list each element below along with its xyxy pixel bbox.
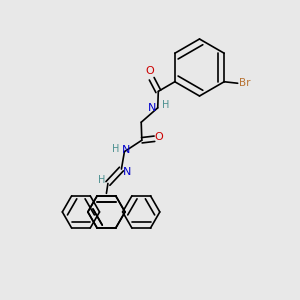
Text: N: N <box>148 103 157 113</box>
Text: O: O <box>154 132 163 142</box>
Text: N: N <box>123 167 131 177</box>
Text: N: N <box>122 145 130 155</box>
Text: H: H <box>112 144 120 154</box>
Text: Br: Br <box>239 78 251 88</box>
Text: H: H <box>98 176 105 185</box>
Text: H: H <box>161 100 169 110</box>
Text: O: O <box>145 66 154 76</box>
